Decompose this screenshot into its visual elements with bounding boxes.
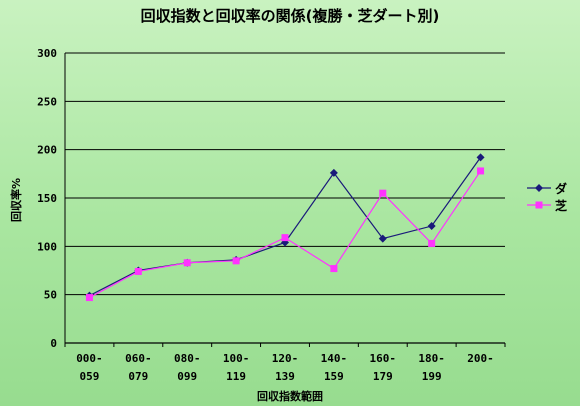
y-tick-label: 50 xyxy=(44,289,57,302)
x-tick-label: 079 xyxy=(128,370,148,383)
data-point xyxy=(183,259,191,267)
y-tick-label: 300 xyxy=(37,47,57,60)
x-tick-label: 139 xyxy=(275,370,295,383)
y-tick-label: 150 xyxy=(37,192,57,205)
data-point xyxy=(134,267,142,275)
x-tick-label: 200- xyxy=(467,352,494,365)
series-line-1 xyxy=(89,157,482,297)
y-axis-title: 回収率% xyxy=(9,178,23,222)
x-axis-title: 回収指数範囲 xyxy=(257,389,323,403)
data-point xyxy=(85,294,93,302)
legend-marker xyxy=(535,201,543,209)
x-tick-label: 120- xyxy=(272,352,299,365)
x-tick-label: 119 xyxy=(226,370,246,383)
y-tick-label: 100 xyxy=(37,240,57,253)
x-tick-label: 179 xyxy=(373,370,393,383)
data-point xyxy=(427,222,436,231)
chart-title: 回収指数と回収率の関係(複勝・芝ダート別) xyxy=(141,7,440,25)
plot-area: 0 50 100 150 200 250 300 000- 059 060- 079 080- 099 1… xyxy=(37,47,506,383)
legend-label: ダ xyxy=(555,181,567,196)
legend-marker xyxy=(535,184,543,192)
y-tick-label: 250 xyxy=(37,95,57,108)
data-point xyxy=(476,153,485,162)
data-point xyxy=(379,189,387,197)
y-tick-label: 0 xyxy=(50,337,57,350)
x-tick-label: 080- xyxy=(174,352,201,365)
x-tick-label: 160- xyxy=(370,352,397,365)
data-point xyxy=(329,168,338,177)
x-tick-label: 199 xyxy=(422,370,442,383)
data-point xyxy=(232,257,240,265)
x-tick-label: 060- xyxy=(125,352,152,365)
x-tick-label: 099 xyxy=(177,370,197,383)
x-tick-label: 180- xyxy=(418,352,445,365)
y-tick-label: 200 xyxy=(37,144,57,157)
legend: ダ芝 xyxy=(527,181,567,213)
data-point xyxy=(477,167,485,175)
data-point xyxy=(428,239,436,247)
data-point xyxy=(281,234,289,242)
x-tick-label: 140- xyxy=(321,352,348,365)
data-point xyxy=(330,265,338,273)
x-tick-label: 100- xyxy=(223,352,250,365)
x-tick-label: 059 xyxy=(80,370,100,383)
x-tick-label: 159 xyxy=(324,370,344,383)
legend-label: 芝 xyxy=(555,198,567,213)
data-point xyxy=(378,234,387,243)
x-tick-label: 000- xyxy=(76,352,103,365)
